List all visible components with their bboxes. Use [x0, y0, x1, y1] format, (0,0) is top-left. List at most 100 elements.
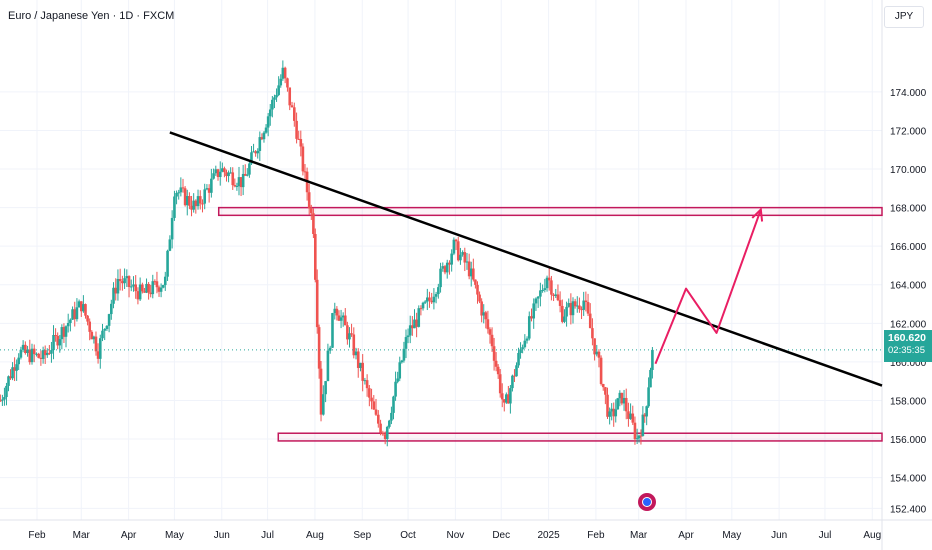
candle-body: [223, 168, 226, 173]
candle-body: [398, 362, 402, 379]
candle-body: [254, 151, 257, 154]
candle-body: [277, 85, 280, 95]
candle-body: [552, 294, 555, 296]
candle-body: [521, 347, 524, 350]
candle-body: [388, 420, 391, 427]
candle-body: [383, 434, 387, 439]
candle-body: [307, 192, 311, 209]
candle-body: [354, 351, 358, 356]
bar-countdown: 02:35:35: [888, 345, 925, 356]
candle-body: [622, 397, 626, 404]
candle-body: [608, 411, 611, 417]
candle-body: [511, 375, 514, 389]
candle-body: [233, 185, 237, 187]
candle-body: [177, 192, 181, 194]
candle-body: [203, 189, 206, 204]
candle-body: [612, 408, 616, 417]
candle-body: [547, 277, 551, 281]
candle-body: [517, 352, 520, 366]
candle-body: [98, 338, 102, 359]
x-tick-label: Apr: [678, 530, 694, 541]
candle-body: [463, 252, 467, 263]
candle-body: [415, 319, 418, 327]
candle-body: [216, 169, 220, 178]
candle-body: [214, 169, 218, 174]
candle-body: [482, 312, 486, 316]
candle-body: [5, 385, 8, 398]
candle-body: [19, 349, 23, 358]
candle-body: [149, 292, 152, 295]
candle-body: [434, 294, 438, 297]
candle-body: [578, 305, 581, 310]
candle-body: [198, 196, 202, 204]
candle-body: [467, 261, 471, 277]
candle-body: [651, 349, 654, 370]
y-tick-label: 156.000: [890, 435, 927, 446]
candle-body: [629, 413, 632, 419]
candle-body: [11, 367, 14, 379]
candle-body: [183, 188, 187, 206]
candle-body: [541, 289, 544, 291]
y-tick-label: 160.000: [890, 358, 927, 369]
candle-body: [350, 333, 353, 335]
candle-body: [28, 349, 32, 363]
candle-body: [75, 307, 79, 320]
candle-body: [45, 352, 49, 356]
candle-body: [157, 287, 161, 292]
candle-body: [486, 319, 490, 330]
candle-body: [430, 300, 433, 303]
event-marker-icon[interactable]: [638, 493, 656, 511]
candle-body: [141, 284, 144, 292]
candle-body: [303, 171, 307, 173]
candle-body: [110, 303, 113, 315]
candle-body: [390, 412, 393, 421]
candle-body: [459, 254, 462, 261]
candle-body: [166, 250, 169, 277]
candle-body: [161, 285, 165, 288]
candle-body: [24, 344, 27, 354]
y-tick-label: 174.000: [890, 88, 927, 99]
candle-body: [114, 287, 118, 294]
candle-body: [469, 268, 473, 277]
candle-body: [201, 203, 204, 205]
candle-body: [243, 173, 247, 176]
y-tick-label: 162.000: [890, 319, 927, 330]
candle-body: [404, 337, 408, 349]
candle-body: [573, 301, 577, 307]
candle-body: [408, 325, 412, 336]
x-tick-label: May: [722, 530, 741, 541]
candle-body: [346, 325, 349, 340]
candle-body: [539, 290, 542, 297]
candle-body: [26, 349, 29, 354]
candle-body: [145, 283, 148, 293]
x-tick-label: Oct: [400, 530, 416, 541]
candle-body: [618, 392, 622, 399]
candle-body: [163, 276, 167, 286]
candle-body: [536, 296, 540, 299]
y-tick-label: 166.000: [890, 242, 927, 253]
candle-body: [288, 87, 292, 106]
candle-body: [368, 388, 371, 398]
candle-body: [556, 294, 560, 301]
candle-body: [402, 348, 406, 361]
candle-body: [496, 366, 500, 375]
candle-body: [624, 397, 628, 412]
candle-body: [450, 253, 453, 265]
currency-button[interactable]: JPY: [884, 6, 924, 28]
x-tick-label: Mar: [630, 530, 648, 541]
support-zone: [277, 432, 883, 442]
candle-body: [437, 287, 440, 295]
candle-body: [71, 309, 74, 320]
x-tick-label: Feb: [28, 530, 46, 541]
candle-body: [593, 338, 596, 355]
candle-body: [525, 338, 529, 341]
candle-body: [571, 301, 575, 316]
candle-body: [283, 67, 287, 79]
candle-body: [554, 294, 558, 296]
candle-body: [500, 393, 504, 400]
candle-body: [227, 172, 230, 177]
candle-body: [218, 171, 222, 178]
x-tick-label: Sep: [353, 530, 371, 541]
candle-body: [56, 335, 59, 346]
